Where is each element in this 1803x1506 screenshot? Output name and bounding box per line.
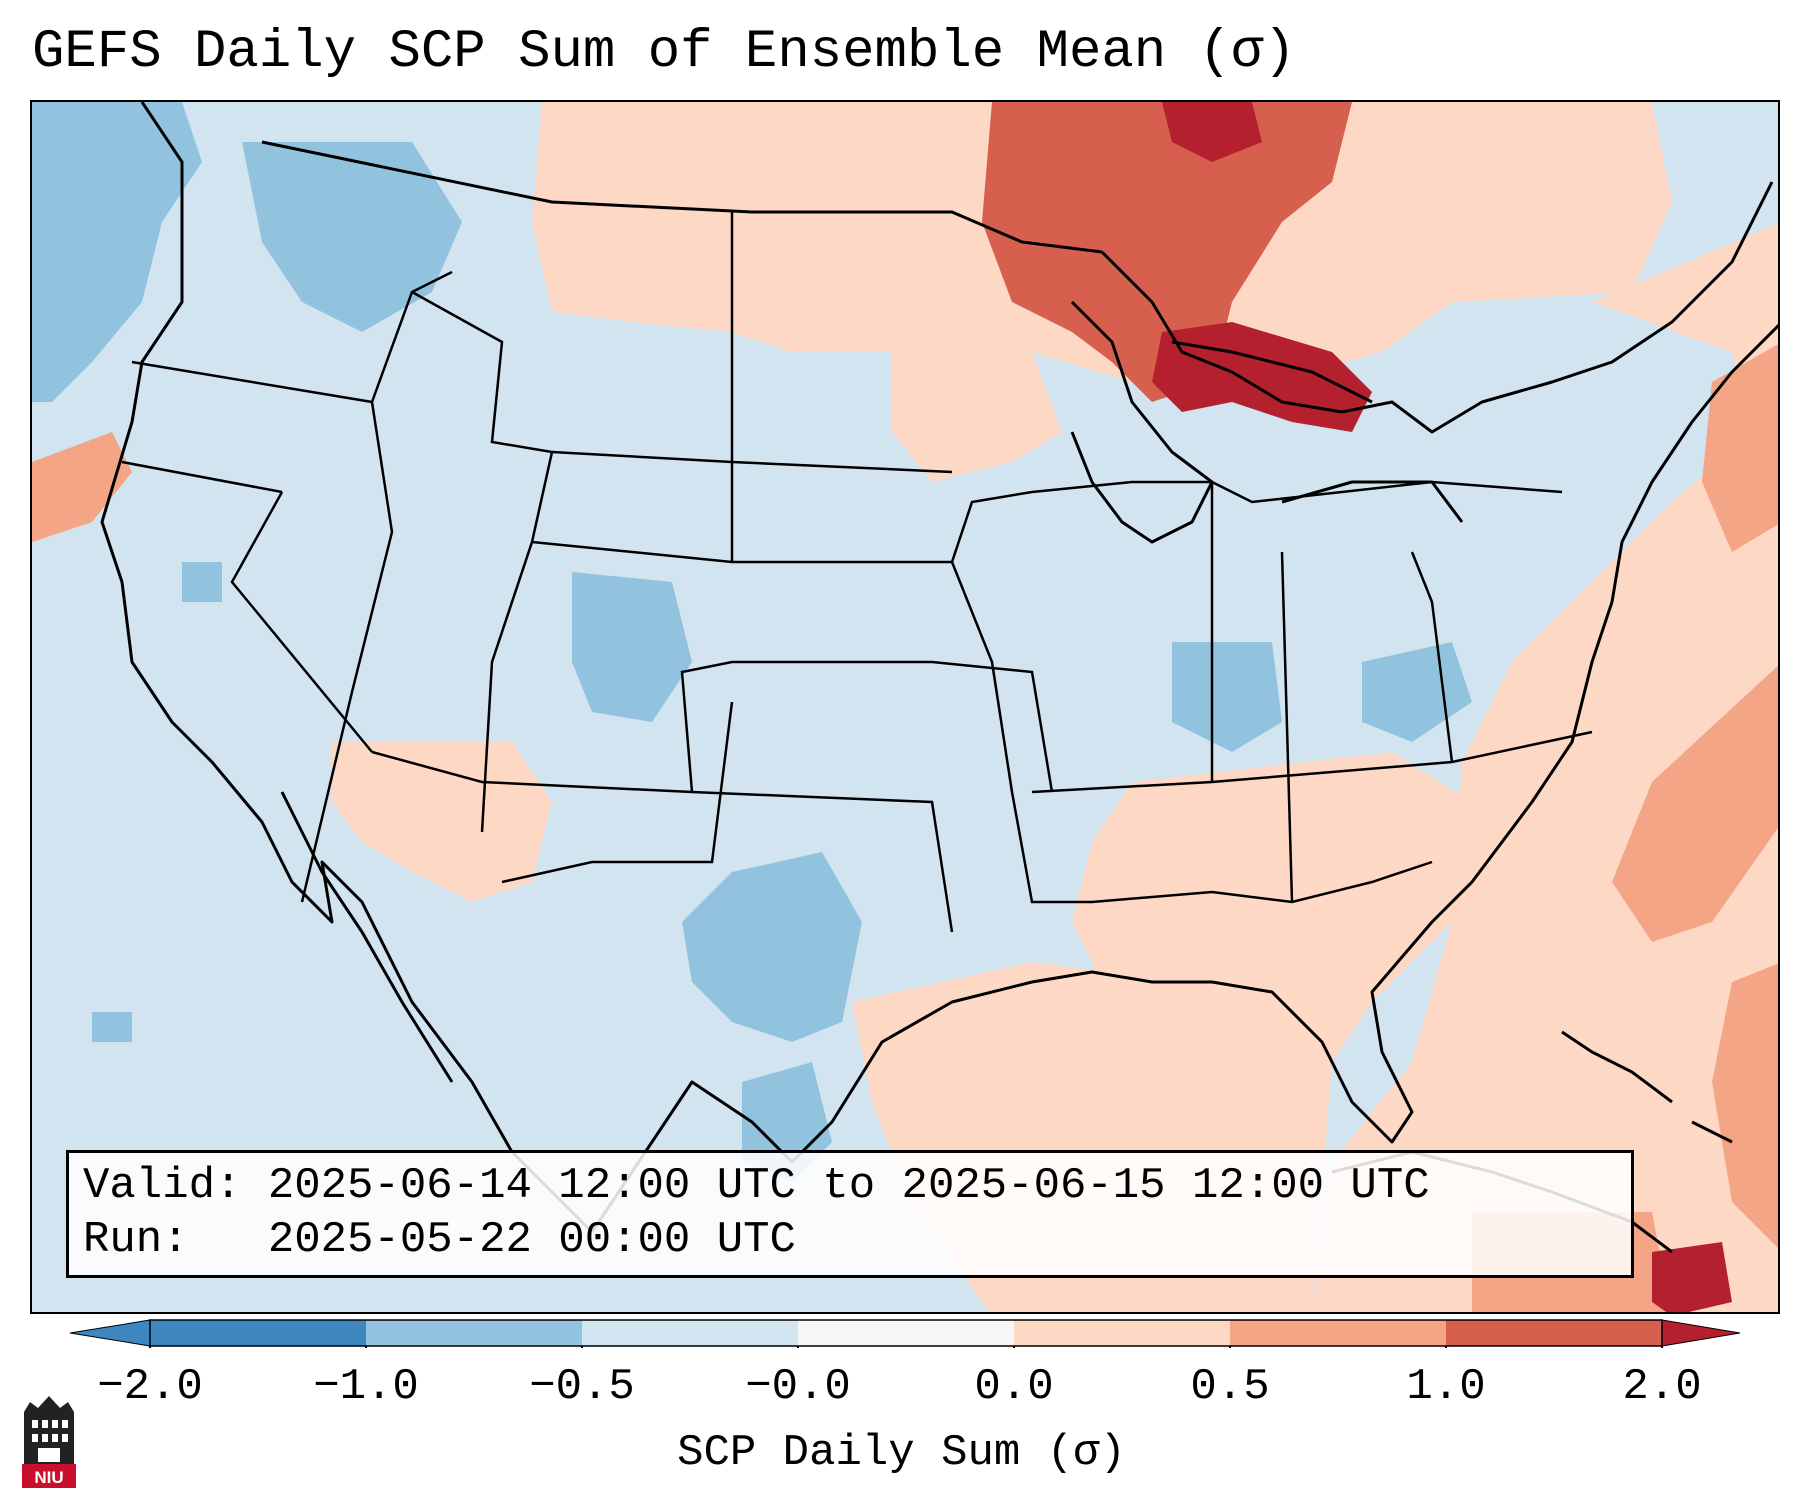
- anomaly-very-strong-positive-great-lakes: [1152, 102, 1372, 432]
- colorbar-tick-label: 1.0: [1406, 1362, 1486, 1412]
- colorbar-segment: [1014, 1320, 1230, 1346]
- run-label: Run:: [83, 1215, 189, 1265]
- page-title: GEFS Daily SCP Sum of Ensemble Mean (σ): [32, 22, 1296, 83]
- caribbean-islands: [1561, 1030, 1733, 1144]
- coastlines-and-borders: [100, 102, 1778, 1254]
- colorbar-segment: [366, 1320, 582, 1346]
- colorbar-tick-label: −2.0: [97, 1362, 203, 1412]
- valid-label: Valid:: [83, 1161, 242, 1211]
- state-boundaries: [121, 212, 1593, 933]
- validity-info-box: Valid: 2025-06-14 12:00 UTC to 2025-06-1…: [66, 1150, 1634, 1278]
- colorbar-extend-high: [1661, 1319, 1740, 1347]
- colorbar-segment: [1230, 1320, 1446, 1346]
- colorbar: [70, 1319, 1740, 1348]
- colorbar-extend-low: [70, 1319, 151, 1347]
- anomaly-positive-atlantic: [1312, 223, 1778, 1312]
- colorbar-tick-label: −0.0: [745, 1362, 851, 1412]
- colorbar-tick-label: 0.0: [974, 1362, 1054, 1412]
- colorbar-segment: [150, 1320, 366, 1346]
- colorbar-tick-label: 0.5: [1190, 1362, 1270, 1412]
- colorbar-segment: [798, 1320, 1014, 1346]
- anomaly-strong-positive-north: [982, 102, 1352, 402]
- niu-logo: NIU: [22, 1396, 76, 1488]
- anomaly-negative-pacific: [32, 102, 462, 1042]
- colorbar-segment: [582, 1320, 798, 1346]
- logo-text: NIU: [34, 1468, 63, 1487]
- colorbar-label: SCP Daily Sum (σ): [677, 1428, 1126, 1478]
- run-value: 2025-05-22 00:00 UTC: [267, 1215, 796, 1265]
- valid-value: 2025-06-14 12:00 UTC to 2025-06-15 12:00…: [267, 1161, 1430, 1211]
- colorbar-tick-label: −1.0: [313, 1362, 419, 1412]
- colorbar-tick-label: 2.0: [1622, 1362, 1702, 1412]
- colorbar-segment: [1446, 1320, 1662, 1346]
- anomaly-very-strong-positive-caribbean: [1652, 1242, 1732, 1312]
- anomaly-positive-pacific-coast: [32, 432, 132, 542]
- colorbar-tick-label: −0.5: [529, 1362, 635, 1412]
- map-canvas: [32, 102, 1778, 1312]
- map-panel: [30, 100, 1780, 1314]
